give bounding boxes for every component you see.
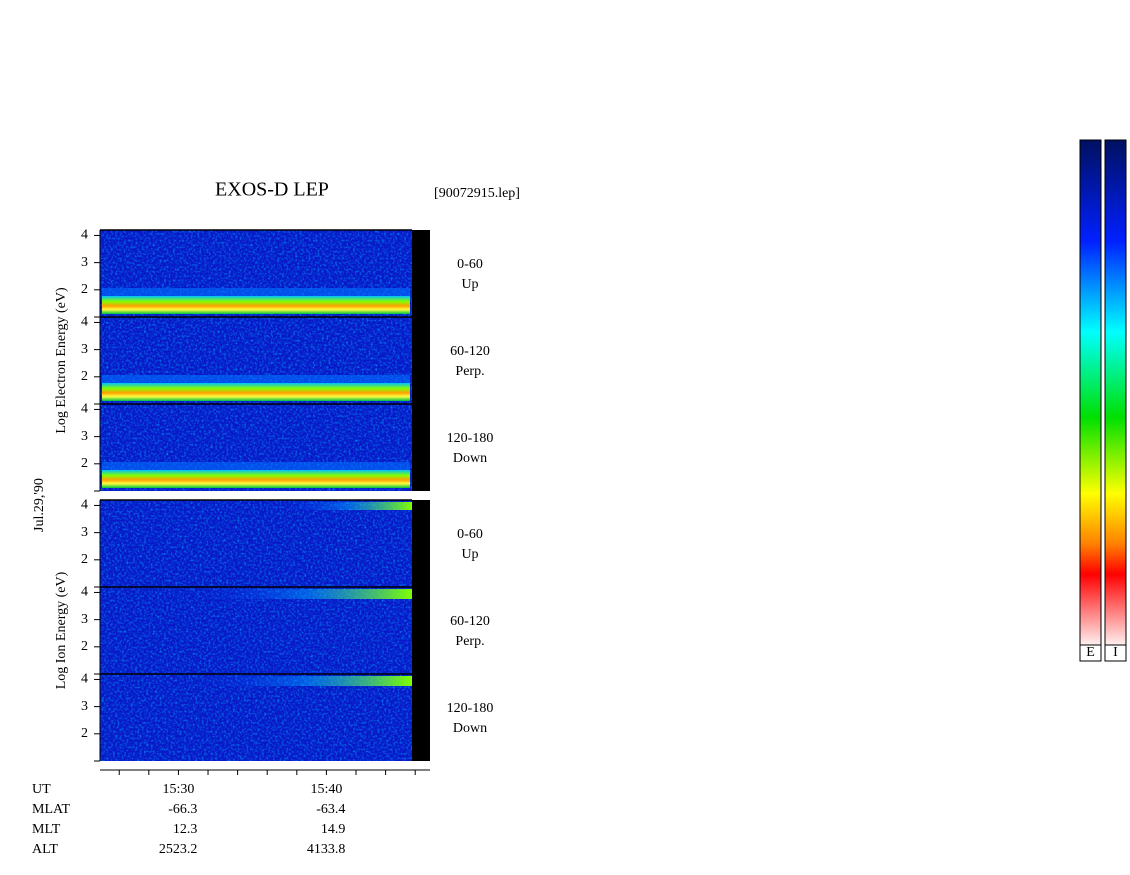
y-tick-label: 3: [81, 255, 88, 270]
data-gap: [412, 317, 430, 404]
colorbar-label: E: [1086, 645, 1095, 660]
flux-band: [200, 676, 412, 686]
colorbar-label-box: [1079, 644, 1102, 662]
flux-band: [200, 589, 412, 599]
spectrogram-noise: [100, 500, 412, 587]
row-value: -63.4: [316, 802, 345, 817]
row-value: 14.9: [321, 822, 346, 837]
spectrogram-noise: [100, 674, 412, 761]
data-gap: [412, 230, 430, 317]
data-gap: [412, 404, 430, 491]
y-tick-label: 2: [81, 282, 88, 297]
x-tick-label: 15:30: [162, 782, 194, 797]
y-tick-label: 3: [81, 525, 88, 540]
y-tick-label: 2: [81, 456, 88, 471]
flux-glow: [102, 462, 410, 470]
colorbar-label-box: [1104, 644, 1127, 662]
y-axis-label: Log Electron Energy (eV): [54, 287, 69, 434]
pitch-direction: Up: [461, 547, 478, 562]
file-name: [90072915.lep]: [434, 186, 520, 201]
pitch-direction: Down: [453, 721, 487, 736]
row-value: -66.3: [168, 802, 197, 817]
flux-band: [102, 296, 410, 314]
spectrogram-noise: [100, 587, 412, 674]
colorbar: [1079, 139, 1102, 646]
pitch-direction: Perp.: [455, 634, 484, 649]
pitch-angle: 60-120: [450, 614, 490, 629]
y-tick-label: 3: [81, 699, 88, 714]
flux-glow: [102, 288, 410, 296]
pitch-angle: 60-120: [450, 344, 490, 359]
y-tick-label: 2: [81, 726, 88, 741]
x-tick-label: 15:40: [310, 782, 342, 797]
colorbar: [1104, 139, 1127, 646]
pitch-direction: Down: [453, 451, 487, 466]
pitch-angle: 120-180: [447, 701, 494, 716]
y-tick-label: 2: [81, 639, 88, 654]
y-tick-label: 4: [81, 402, 88, 417]
pitch-angle: 0-60: [457, 257, 483, 272]
y-tick-label: 4: [81, 228, 88, 243]
flux-glow: [102, 375, 410, 383]
y-tick-label: 4: [81, 498, 88, 513]
colorbar-label: I: [1113, 645, 1118, 660]
row-value: 2523.2: [159, 842, 198, 857]
pitch-angle: 0-60: [457, 527, 483, 542]
y-tick-label: 2: [81, 552, 88, 567]
flux-band: [102, 383, 410, 401]
data-gap: [412, 500, 430, 587]
chart-title: EXOS-D LEP: [215, 179, 329, 201]
y-tick-label: 2: [81, 369, 88, 384]
flux-band: [280, 502, 412, 510]
y-tick-label: 3: [81, 429, 88, 444]
data-gap: [412, 674, 430, 761]
y-tick-label: 4: [81, 315, 88, 330]
y-tick-label: 3: [81, 612, 88, 627]
data-gap: [412, 587, 430, 674]
y-tick-label: 3: [81, 342, 88, 357]
pitch-direction: Up: [461, 277, 478, 292]
y-tick-label: 4: [81, 585, 88, 600]
date-label: Jul.29,'90: [32, 478, 47, 532]
row-label: ALT: [32, 842, 58, 857]
y-tick-label: 4: [81, 672, 88, 687]
pitch-direction: Perp.: [455, 364, 484, 379]
row-label: MLAT: [32, 802, 71, 817]
flux-band: [102, 470, 410, 488]
y-axis-label: Log Ion Energy (eV): [54, 571, 69, 689]
row-value: 4133.8: [307, 842, 346, 857]
row-value: 12.3: [173, 822, 198, 837]
row-label: MLT: [32, 822, 61, 837]
pitch-angle: 120-180: [447, 431, 494, 446]
x-axis-label: UT: [32, 782, 51, 797]
